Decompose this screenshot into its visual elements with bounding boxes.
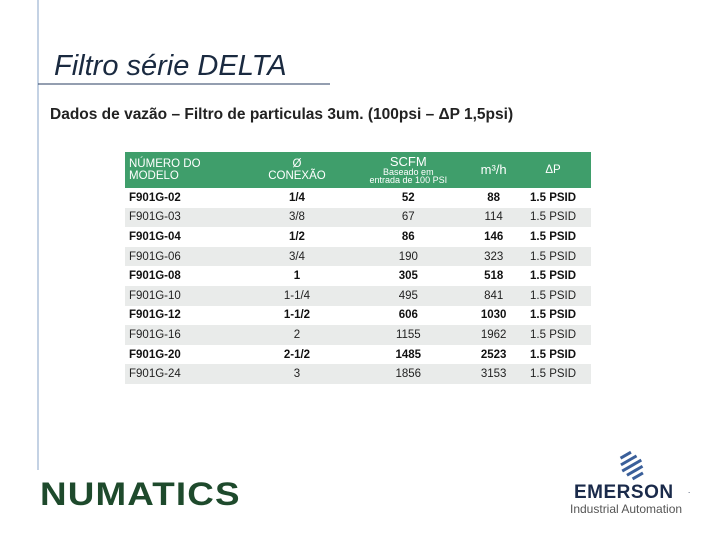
flow-table: NÚMERO DO MODELO Ø CONEXÃO SCFM Baseado em ent… xyxy=(125,152,591,384)
table-body: F901G-02 1/4 52 88 1.5 PSID F901G-03 3/8 67 114 1… xyxy=(125,188,591,384)
table-row: F901G-03 3/8 67 114 1.5 PSID xyxy=(125,207,591,228)
table-cell: 67 xyxy=(344,207,473,228)
subtitle: Dados de vazão – Filtro de particulas 3u… xyxy=(50,106,514,123)
column-header: m³/h xyxy=(472,152,516,188)
table-cell: F901G-12 xyxy=(129,309,181,322)
table-cell: F901G-06 xyxy=(125,246,250,267)
table-cell: 1.5 PSID xyxy=(515,285,591,306)
table-row: F901G-16 2 1155 1962 1.5 PSID xyxy=(125,325,591,345)
table-cell: 2-1/2 xyxy=(283,348,311,361)
emerson-subtitle: Industrial Automation xyxy=(570,502,683,516)
title: Filtro série DELTA xyxy=(54,50,287,82)
table-cell: 88 xyxy=(487,191,501,204)
header-line: ΔP xyxy=(545,164,561,176)
table-cell: 1/2 xyxy=(288,230,305,243)
table-cell: 1-1/2 xyxy=(283,309,311,322)
table-cell: 52 xyxy=(401,191,415,204)
table-cell: 1.5 PSID xyxy=(530,348,577,361)
table-cell: 323 xyxy=(472,246,516,267)
header-line: Baseado em xyxy=(383,167,434,177)
table-cell: 2 xyxy=(249,325,345,345)
table-cell: 1485 xyxy=(395,348,422,361)
table-cell: F901G-04 xyxy=(129,230,181,243)
table-cell: 1.5 PSID xyxy=(530,230,577,243)
table-cell: 1.5 PSID xyxy=(530,191,577,204)
header-row: NÚMERO DO MODELO Ø CONEXÃO SCFM Baseado em ent… xyxy=(125,152,591,188)
table-cell: F901G-08 xyxy=(129,270,181,283)
table-cell: 1-1/4 xyxy=(249,285,345,306)
table-row: F901G-08 1 305 518 1.5 PSID xyxy=(125,266,591,286)
table-cell: 2523 xyxy=(480,348,507,361)
table-cell: 1962 xyxy=(472,325,516,345)
table-row: F901G-20 2-1/2 1485 2523 1.5 PSID xyxy=(125,345,591,365)
emerson-logo: EMERSON xyxy=(574,482,674,503)
table-row: F901G-24 3 1856 3153 1.5 PSID xyxy=(125,364,591,384)
table-cell: F901G-20 xyxy=(129,348,181,361)
header-line: m³/h xyxy=(480,162,507,177)
table-cell: 3/4 xyxy=(249,246,345,267)
table-row: F901G-12 1-1/2 606 1030 1.5 PSID xyxy=(125,306,591,326)
table-cell: 1 xyxy=(293,270,301,283)
column-header: Ø CONEXÃO xyxy=(249,152,345,188)
table-row: F901G-10 1-1/4 495 841 1.5 PSID xyxy=(125,285,591,306)
table-cell: 114 xyxy=(472,207,516,228)
table-cell: 3 xyxy=(249,364,345,384)
table-row: F901G-04 1/2 86 146 1.5 PSID xyxy=(125,227,591,247)
column-header: NÚMERO DO MODELO xyxy=(125,152,250,188)
table-cell: 1.5 PSID xyxy=(515,207,591,228)
table-cell: F901G-03 xyxy=(125,207,250,228)
emerson-mark xyxy=(619,450,644,481)
table-cell: 1155 xyxy=(344,325,473,345)
table-cell: 1.5 PSID xyxy=(515,364,591,384)
table-cell: 495 xyxy=(344,285,473,306)
header-line: SCFM xyxy=(389,154,427,169)
table-cell: 518 xyxy=(484,270,504,283)
table-cell: 190 xyxy=(344,246,473,267)
table-cell: 1.5 PSID xyxy=(515,325,591,345)
table-cell: 1.5 PSID xyxy=(530,309,577,322)
table-cell: 841 xyxy=(472,285,516,306)
table-cell: F901G-02 xyxy=(129,191,181,204)
table-cell: 1.5 PSID xyxy=(530,270,577,283)
table-cell: 146 xyxy=(484,230,504,243)
header-line: NÚMERO DO xyxy=(129,158,201,170)
table-cell: 1030 xyxy=(480,309,507,322)
column-header: SCFM Baseado em entrada de 100 PSI xyxy=(344,152,473,188)
table-cell: 3153 xyxy=(472,364,516,384)
table-cell: 1/4 xyxy=(288,191,305,204)
header-line: MODELO xyxy=(129,170,179,182)
header-line: CONEXÃO xyxy=(268,170,326,182)
numatics-logo: NUMATICS xyxy=(40,476,241,512)
table-cell: F901G-16 xyxy=(125,325,250,345)
table-row: F901G-02 1/4 52 88 1.5 PSID xyxy=(125,188,591,208)
table-cell: 1.5 PSID xyxy=(515,246,591,267)
table-cell: F901G-10 xyxy=(125,285,250,306)
header-line: Ø xyxy=(292,158,302,170)
header-line: entrada de 100 PSI xyxy=(369,175,448,185)
table-cell: 86 xyxy=(401,230,415,243)
table-cell: 3/8 xyxy=(249,207,345,228)
table-cell: F901G-24 xyxy=(125,364,250,384)
table-cell: 305 xyxy=(398,270,418,283)
emerson-logo-mark: . xyxy=(688,486,691,495)
column-header: ΔP xyxy=(515,152,591,188)
table-cell: 606 xyxy=(398,309,418,322)
table-cell: 1856 xyxy=(344,364,473,384)
table-row: F901G-06 3/4 190 323 1.5 PSID xyxy=(125,246,591,267)
